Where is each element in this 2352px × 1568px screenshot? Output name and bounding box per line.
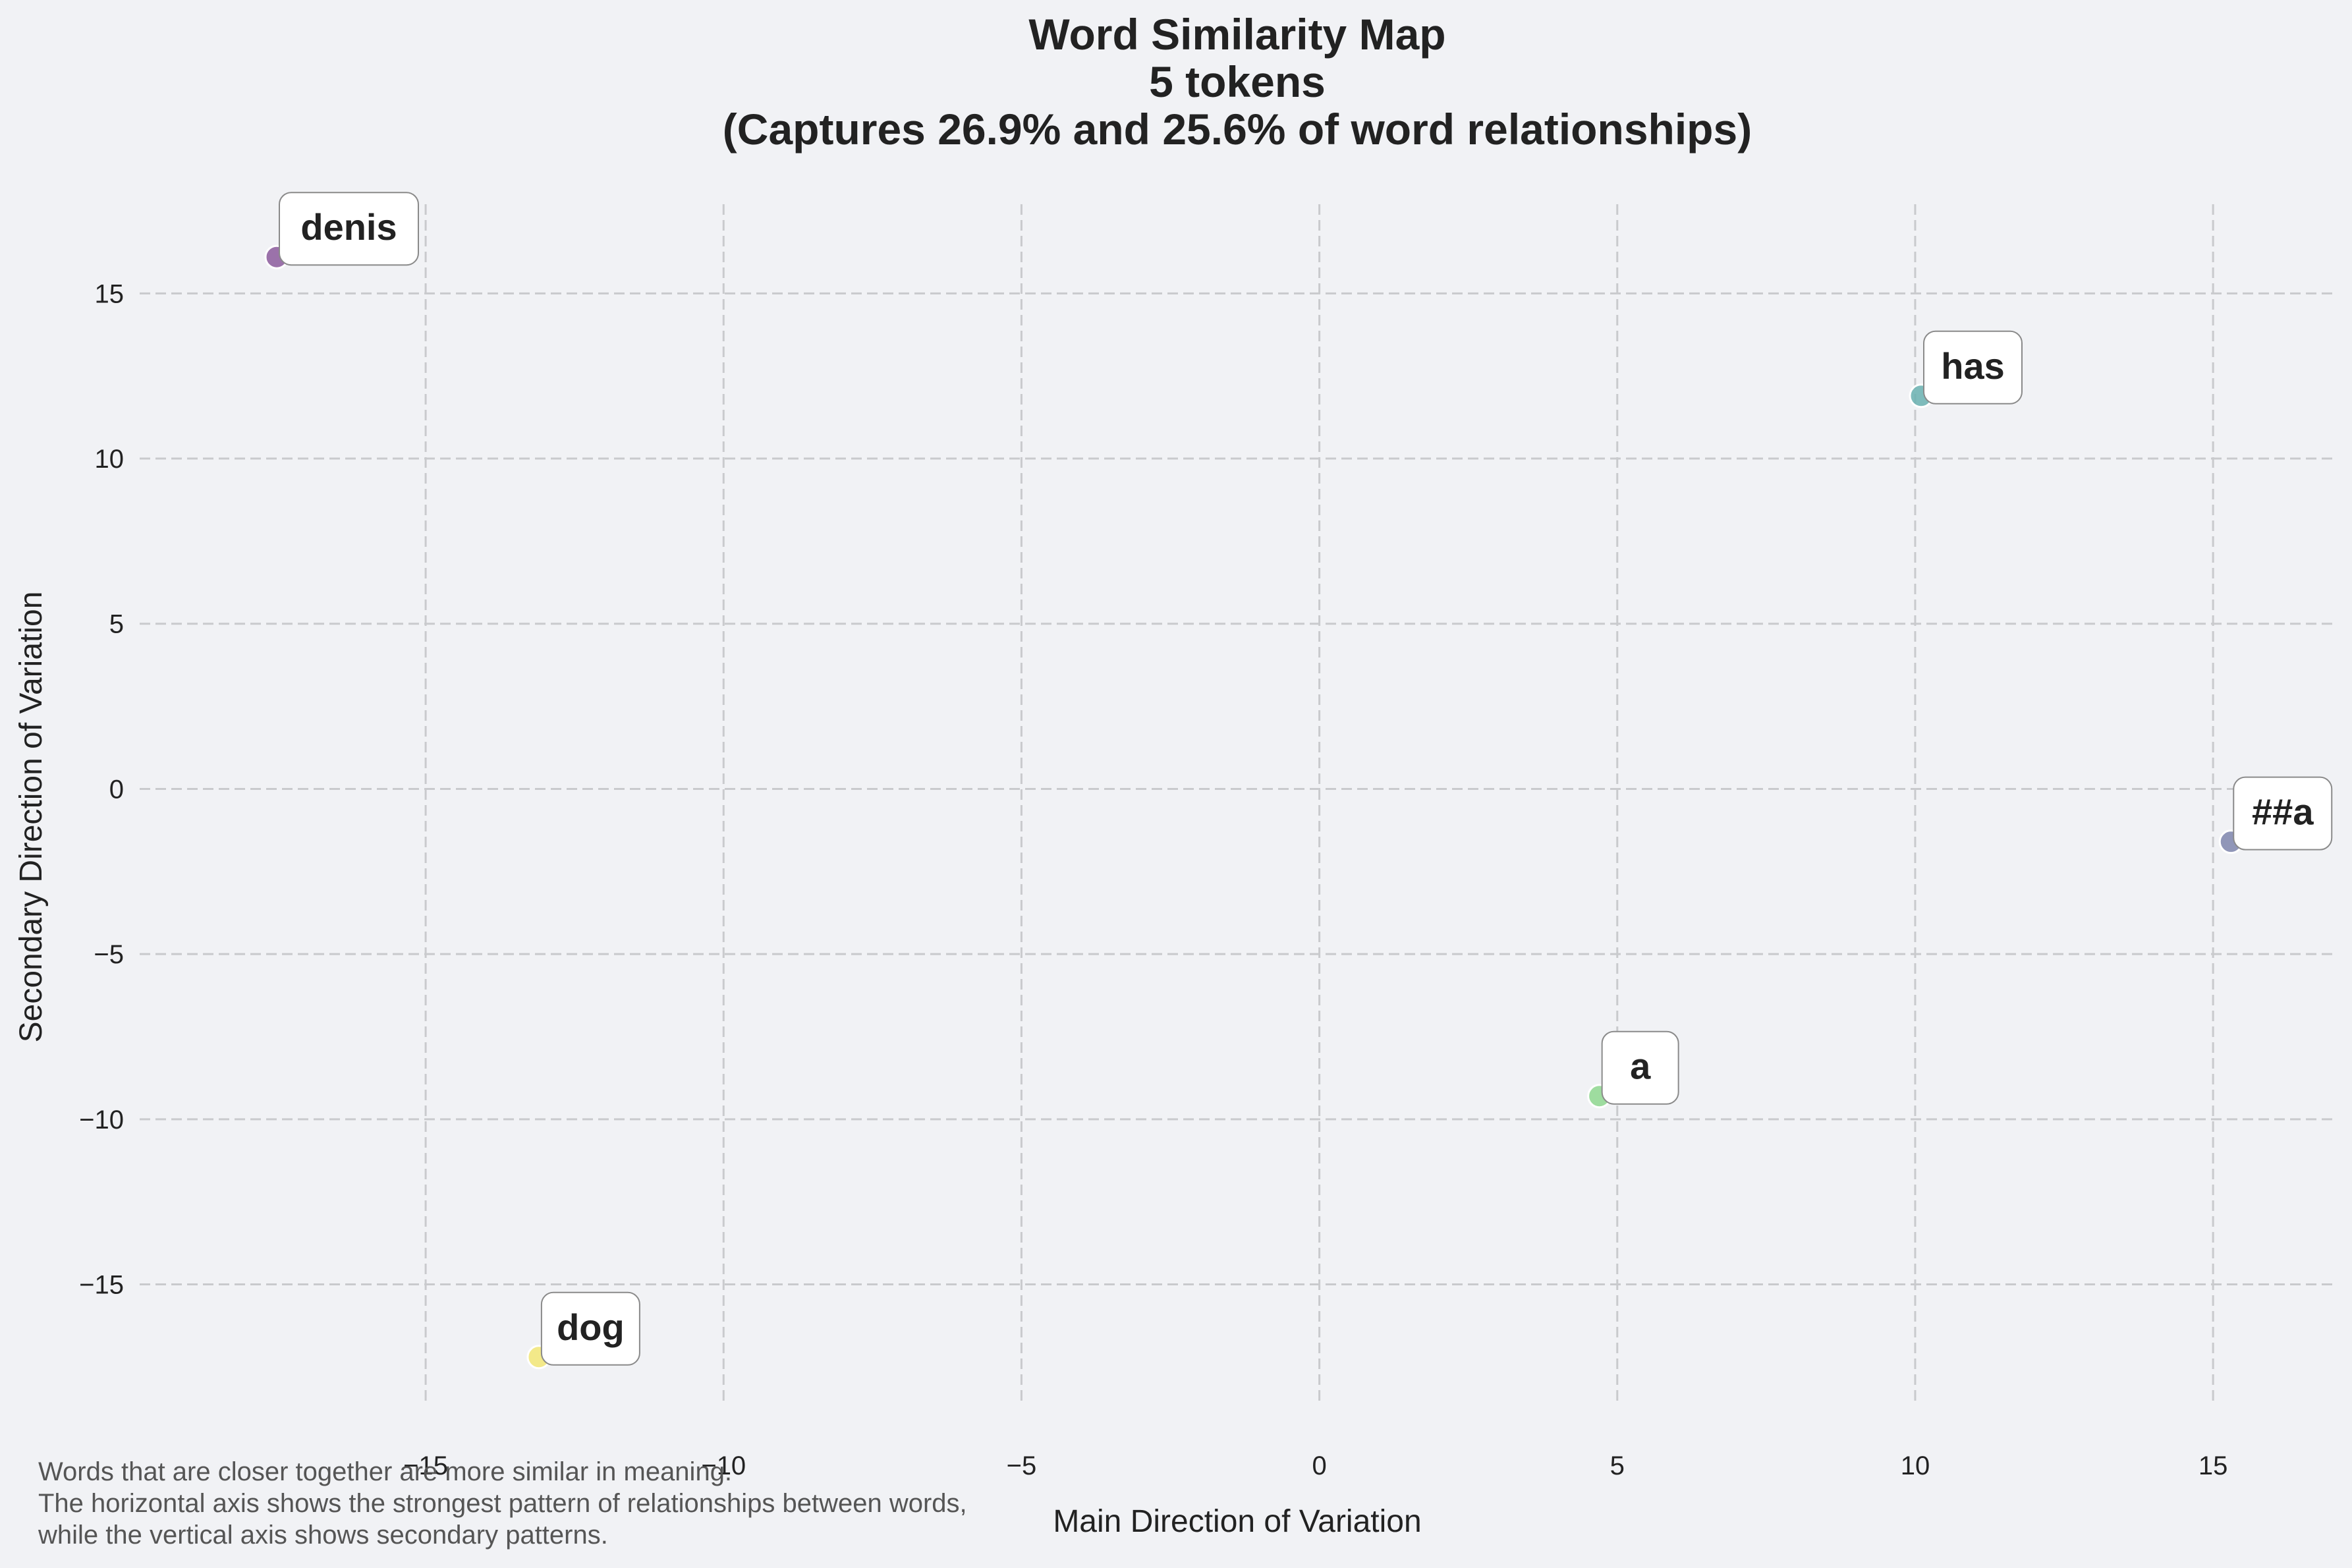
y-tick-label: −15 <box>79 1271 124 1300</box>
data-label: has <box>1941 345 2005 387</box>
data-label-box <box>540 1291 640 1366</box>
x-tick-label: 5 <box>1610 1451 1625 1480</box>
data-label-box <box>1923 330 2023 405</box>
footnote-line-1: Words that are closer together are more … <box>38 1457 733 1486</box>
x-tick-label: −15 <box>403 1451 448 1480</box>
chart-title-line-3: (Captures 26.9% and 25.6% of word relati… <box>723 105 1752 154</box>
y-tick-label: 0 <box>109 775 124 804</box>
data-label: dog <box>557 1306 625 1348</box>
data-point-group: a <box>1587 1030 1679 1109</box>
data-label-box <box>1601 1030 1679 1105</box>
y-tick-label: 10 <box>95 445 125 474</box>
chart-title-line-2: 5 tokens <box>1149 57 1326 106</box>
data-point-group: has <box>1909 330 2023 408</box>
data-point-group: dog <box>526 1291 640 1370</box>
footnote-line-2: The horizontal axis shows the strongest … <box>38 1489 967 1518</box>
grid-lines <box>140 204 2332 1403</box>
y-axis-label: Secondary Direction of Variation <box>14 592 49 1043</box>
x-axis-label: Main Direction of Variation <box>1053 1504 1421 1539</box>
chart-title: Word Similarity Map 5 tokens (Captures 2… <box>723 10 1752 154</box>
y-tick-label: −10 <box>79 1106 124 1134</box>
data-point-group: denis <box>264 192 419 269</box>
data-label-box <box>2233 776 2333 851</box>
chart-footnote: Words that are closer together are more … <box>38 1456 967 1551</box>
x-axis-ticks: −15 −10 −5 0 5 10 15 <box>403 1451 2227 1480</box>
y-tick-label: 5 <box>109 610 124 639</box>
data-label: a <box>1630 1046 1651 1087</box>
data-points: denis has ##a a dog <box>264 192 2333 1370</box>
data-label: ##a <box>2252 791 2314 833</box>
x-tick-label: 10 <box>1901 1451 1930 1480</box>
x-tick-label: −5 <box>1007 1451 1037 1480</box>
x-tick-label: 15 <box>2198 1451 2228 1480</box>
data-point-group: ##a <box>2218 776 2333 854</box>
data-label-box <box>279 192 419 266</box>
x-tick-label: 0 <box>1312 1451 1326 1480</box>
y-tick-label: 15 <box>95 279 125 308</box>
footnote-line-3: while the vertical axis shows secondary … <box>38 1521 608 1550</box>
chart-title-line-1: Word Similarity Map <box>1028 10 1445 59</box>
y-axis-ticks: −15 −10 −5 0 5 10 15 <box>79 279 124 1299</box>
y-tick-label: −5 <box>94 940 124 969</box>
data-label: denis <box>300 206 397 248</box>
x-tick-label: −10 <box>701 1451 746 1480</box>
